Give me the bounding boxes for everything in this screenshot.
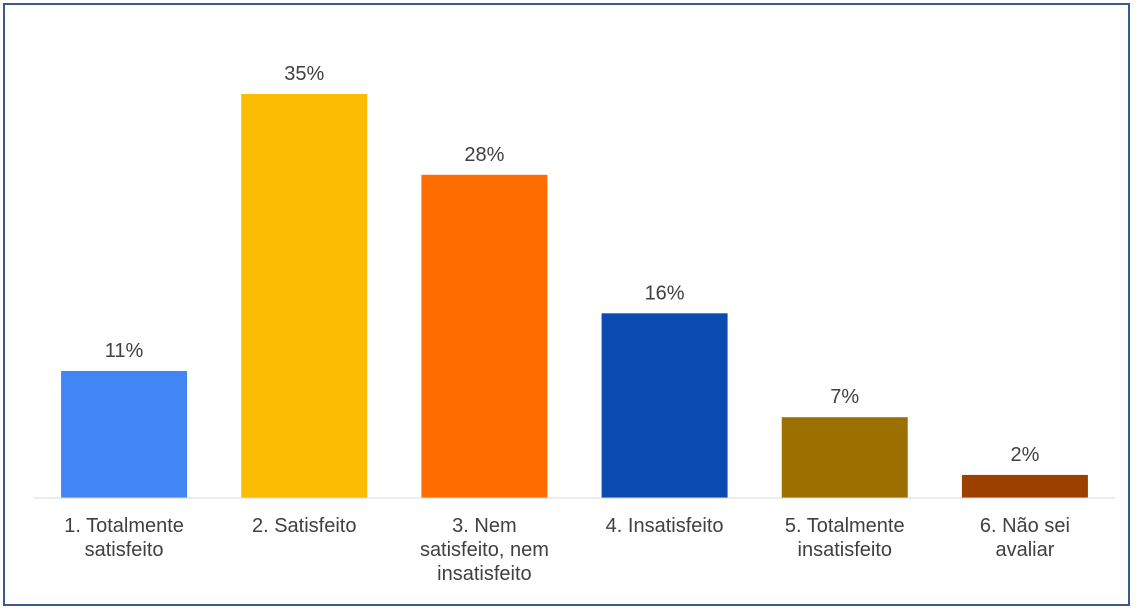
category-labels-group: 1. Totalmente satisfeito 2. Satisfeito 3. N… [64, 515, 1070, 585]
category-label-line: 5. Totalmente [785, 515, 905, 537]
category-label-2: 2. Satisfeito [252, 515, 357, 537]
category-label-5: 5. Totalmente insatisfeito [785, 515, 905, 561]
bars-group [61, 94, 1088, 499]
category-label-6: 6. Não sei avaliar [980, 515, 1070, 561]
data-label-1: 11% [105, 340, 144, 362]
category-label-line: 2. Satisfeito [252, 515, 357, 537]
category-label-line: 4. Insatisfeito [606, 515, 724, 537]
data-label-5: 7% [830, 386, 859, 408]
data-label-2: 35% [284, 63, 324, 85]
bar-1 [61, 371, 188, 498]
category-label-line: insatisfeito [437, 563, 532, 585]
bar-3 [421, 174, 548, 499]
bar-6 [961, 474, 1088, 498]
data-label-3: 28% [464, 144, 504, 166]
data-label-4: 16% [645, 282, 685, 304]
bar-2 [241, 94, 368, 498]
category-label-line: 1. Totalmente [64, 515, 184, 537]
bar-4 [601, 313, 728, 498]
bar-5 [781, 417, 908, 498]
chart-frame [3, 3, 1130, 606]
category-label-line: satisfeito [85, 539, 164, 561]
category-label-3: 3. Nem satisfeito, nem insatisfeito [420, 515, 549, 585]
data-labels-group: 11% 35% 28% 16% 7% 2% [105, 63, 1040, 466]
category-label-line: 6. Não sei [980, 515, 1070, 537]
category-label-line: insatisfeito [798, 539, 893, 561]
category-label-line: 3. Nem [452, 515, 516, 537]
category-label-line: avaliar [995, 539, 1054, 561]
category-label-4: 4. Insatisfeito [606, 515, 724, 537]
category-label-1: 1. Totalmente satisfeito [64, 515, 184, 561]
category-label-line: satisfeito, nem [420, 539, 549, 561]
data-label-6: 2% [1010, 444, 1039, 466]
